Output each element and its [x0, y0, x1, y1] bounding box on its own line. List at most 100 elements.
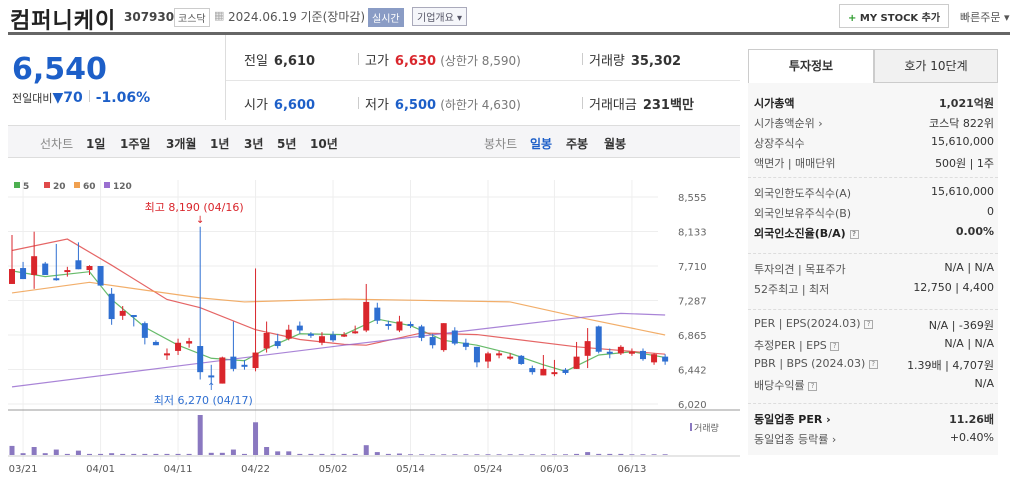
- candle-body: [152, 341, 159, 346]
- add-my-stock-button[interactable]: + MY STOCK 추가: [839, 4, 950, 28]
- volume-bar: [120, 453, 126, 455]
- period-bar: [8, 125, 740, 158]
- candle-body: [263, 332, 270, 349]
- candle-body: [529, 368, 536, 373]
- volume-bar: [109, 453, 115, 455]
- candle-body: [341, 334, 348, 337]
- period-5[interactable]: 5년: [277, 137, 297, 151]
- candle-body: [429, 337, 436, 346]
- change-value: 70: [63, 90, 83, 106]
- volume-bar: [463, 454, 469, 455]
- info-row: 외국인한도주식수(A) 15,610,000: [754, 185, 994, 200]
- candle-period-0[interactable]: 일봉: [530, 137, 553, 151]
- candle-body: [507, 356, 514, 359]
- candle-period-2[interactable]: 월봉: [604, 137, 627, 151]
- volume-bar: [596, 453, 602, 455]
- candle-body: [385, 323, 392, 326]
- candle-body: [451, 330, 458, 344]
- candle-body: [186, 341, 193, 344]
- volume-bar: [529, 454, 535, 455]
- candle-body: [440, 323, 447, 351]
- header-divider: [8, 32, 1010, 35]
- volume-legend-label: 거래량: [694, 422, 719, 434]
- volume-bar: [341, 453, 347, 455]
- x-tick-label: 05/14: [396, 464, 425, 475]
- candle-body: [374, 307, 381, 321]
- candle-body: [496, 353, 503, 356]
- volume-bar: [253, 422, 259, 455]
- x-tick-label: 04/01: [86, 464, 115, 475]
- candle-body: [119, 310, 126, 316]
- legend-label: 5: [23, 182, 29, 192]
- volume-bar: [275, 451, 281, 455]
- info-row: 동일업종 PER › 11.26배: [754, 413, 994, 426]
- tab-order-book[interactable]: 호가 10단계: [874, 49, 998, 83]
- help-icon[interactable]: ?: [864, 319, 874, 329]
- y-tick-label: 7,287: [678, 297, 707, 308]
- period-0[interactable]: 1일: [86, 137, 106, 151]
- candle-body: [53, 278, 60, 281]
- candle-body: [518, 355, 525, 364]
- candle-period-1[interactable]: 주봉: [566, 137, 589, 151]
- volume-bar: [618, 453, 624, 455]
- volume-bar: [286, 451, 292, 455]
- candle-body: [285, 329, 292, 339]
- candle-body: [108, 293, 115, 320]
- candle-body: [252, 352, 259, 369]
- volume-bar: [574, 453, 580, 455]
- period-1[interactable]: 1주일: [120, 137, 151, 151]
- x-tick-label: 04/11: [164, 464, 193, 475]
- x-tick-label: 06/03: [540, 464, 569, 475]
- volume-bar: [441, 454, 447, 455]
- period-4[interactable]: 3년: [244, 137, 264, 151]
- volume-bar: [607, 453, 613, 455]
- quick-order-dropdown[interactable]: 빠른주문 ▾: [960, 11, 1010, 24]
- volume-bar: [651, 454, 657, 455]
- trade-amount: 거래대금 231백만: [576, 94, 694, 113]
- volume-bar: [153, 453, 159, 455]
- volume-bar: [142, 453, 148, 455]
- y-tick-label: 8,133: [678, 228, 707, 239]
- realtime-button[interactable]: 실시간: [368, 8, 404, 27]
- volume-bar: [208, 452, 214, 455]
- candle-body: [651, 354, 658, 363]
- volume-bar: [98, 453, 104, 455]
- period-3[interactable]: 1년: [210, 137, 230, 151]
- candle-body: [473, 346, 480, 363]
- volume-bar: [42, 453, 48, 455]
- candle-body: [595, 326, 602, 352]
- volume-bar: [197, 415, 203, 455]
- help-icon[interactable]: ?: [849, 229, 859, 239]
- candle-body: [307, 333, 314, 336]
- volume-bar: [385, 453, 391, 455]
- period-2[interactable]: 3개월: [166, 137, 197, 151]
- volume-bar: [164, 453, 170, 455]
- candle-body: [662, 356, 669, 362]
- help-icon[interactable]: ?: [868, 359, 878, 369]
- low-annotation: 최저 6,270 (04/17): [154, 394, 253, 407]
- volume-bar: [551, 454, 557, 455]
- volume: 거래량 35,302: [576, 50, 681, 69]
- price-chart[interactable]: 8,555 8,133 7,710 7,287 6,865 6,442 6,020 03/21…: [8, 160, 740, 480]
- volume-bar: [175, 453, 181, 455]
- company-overview-dropdown[interactable]: 기업개요 ▾: [412, 7, 467, 26]
- candle-body: [274, 341, 281, 347]
- x-tick-label: 06/13: [618, 464, 647, 475]
- stock-name: 컴퍼니케이: [10, 9, 117, 34]
- volume-bar: [374, 452, 380, 455]
- volume-bar: [629, 454, 635, 455]
- divider: [226, 80, 740, 81]
- volume-bar: [363, 445, 369, 455]
- volume-bar: [330, 453, 336, 455]
- period-6[interactable]: 10년: [310, 137, 338, 151]
- volume-bar: [219, 452, 225, 455]
- info-row: 추정PER | EPS ? N/A | N/A: [754, 337, 994, 352]
- candle-body: [562, 369, 569, 373]
- help-icon[interactable]: ?: [830, 341, 840, 351]
- tab-investment-info[interactable]: 투자정보: [748, 49, 874, 83]
- volume-bar: [53, 449, 59, 455]
- ma-120-line: [11, 312, 666, 388]
- base-date: 2024.06.19 기준(장마감): [228, 10, 366, 24]
- help-icon[interactable]: ?: [808, 381, 818, 391]
- candle-body: [551, 372, 558, 375]
